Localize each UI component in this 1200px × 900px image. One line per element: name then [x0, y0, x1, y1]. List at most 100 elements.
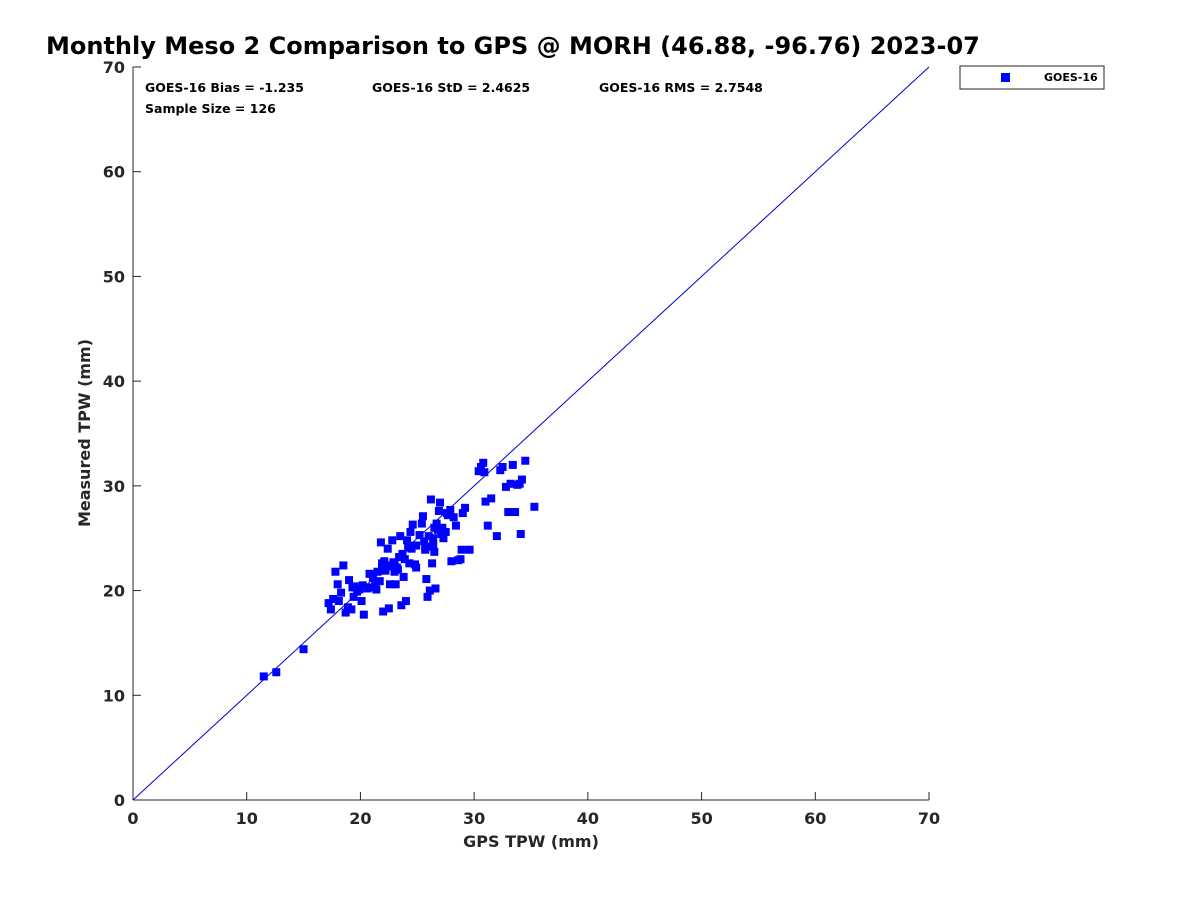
- legend: GOES-16: [959, 65, 1105, 90]
- data-point: [393, 565, 402, 574]
- data-point: [357, 597, 366, 606]
- data-point: [372, 585, 381, 594]
- data-point: [461, 503, 470, 512]
- y-tick-label: 50: [103, 267, 125, 286]
- data-point: [358, 581, 367, 590]
- y-tick-label: 40: [103, 372, 125, 391]
- data-point: [379, 607, 388, 616]
- data-point: [447, 557, 456, 566]
- data-point: [417, 519, 426, 528]
- data-point: [341, 608, 350, 617]
- data-point: [517, 475, 526, 484]
- data-point: [492, 532, 501, 541]
- stat-rms: GOES-16 RMS = 2.7548: [599, 80, 763, 95]
- x-axis-label: GPS TPW (mm): [463, 832, 599, 851]
- data-point: [299, 645, 308, 654]
- y-tick-label: 0: [114, 791, 125, 810]
- data-point: [331, 567, 340, 576]
- data-point: [422, 575, 431, 584]
- data-point: [415, 531, 424, 540]
- data-point: [390, 559, 399, 568]
- legend-entry-goes16: GOES-16: [1044, 71, 1098, 84]
- y-tick-label: 10: [103, 686, 125, 705]
- data-point: [516, 530, 525, 539]
- data-point: [426, 542, 435, 551]
- data-point: [436, 498, 445, 507]
- data-point: [412, 541, 421, 550]
- data-point: [481, 497, 490, 506]
- stat-bias: GOES-16 Bias = -1.235: [145, 80, 304, 95]
- data-point: [359, 610, 368, 619]
- data-point: [449, 513, 458, 522]
- data-point: [368, 574, 377, 583]
- data-point: [396, 532, 405, 541]
- stat-sample-size: Sample Size = 126: [145, 101, 276, 116]
- data-point: [425, 586, 434, 595]
- data-point: [399, 572, 408, 581]
- data-point: [259, 672, 268, 681]
- data-point: [382, 561, 391, 570]
- legend-box: [959, 65, 1105, 90]
- data-point: [451, 521, 460, 530]
- data-point: [420, 537, 429, 546]
- data-point: [483, 521, 492, 530]
- data-point: [439, 534, 448, 543]
- x-tick-label: 40: [577, 809, 599, 828]
- data-point: [337, 588, 346, 597]
- data-point: [421, 544, 430, 553]
- data-point: [391, 580, 400, 589]
- data-point: [329, 594, 338, 603]
- data-point: [381, 566, 390, 575]
- data-point: [487, 494, 496, 503]
- data-point: [530, 502, 539, 511]
- y-tick-label: 20: [103, 582, 125, 601]
- data-point: [371, 579, 380, 588]
- data-point: [432, 519, 441, 528]
- stat-std: GOES-16 StD = 2.4625: [372, 80, 530, 95]
- data-point: [326, 605, 335, 614]
- data-point: [442, 509, 451, 518]
- data-point: [474, 467, 483, 476]
- data-point: [378, 559, 387, 568]
- data-point: [412, 563, 421, 572]
- data-point: [508, 460, 517, 469]
- data-point: [438, 523, 447, 532]
- data-point: [349, 592, 358, 601]
- legend-marker: [1001, 73, 1010, 82]
- y-tick-label: 60: [103, 163, 125, 182]
- data-point: [384, 604, 393, 613]
- data-point: [400, 555, 409, 564]
- data-point: [398, 549, 407, 558]
- data-point: [345, 576, 354, 585]
- data-point: [364, 583, 373, 592]
- data-point: [383, 544, 392, 553]
- data-point: [511, 508, 520, 517]
- x-tick-label: 10: [236, 809, 258, 828]
- data-point: [498, 463, 507, 472]
- data-point: [272, 668, 281, 677]
- data-point: [521, 456, 530, 465]
- data-point: [397, 601, 406, 610]
- data-point: [457, 545, 466, 554]
- plot-area: 0 10 20 30 40 50 60 70 0 10 20 30 40 50 60 70: [103, 58, 940, 828]
- data-point: [434, 506, 443, 515]
- data-point: [479, 458, 488, 467]
- data-point: [504, 508, 513, 517]
- data-point: [480, 468, 489, 477]
- data-point: [376, 538, 385, 547]
- data-point: [375, 577, 384, 586]
- data-point: [431, 584, 440, 593]
- data-point: [333, 580, 342, 589]
- data-point: [401, 597, 410, 606]
- data-point: [465, 545, 474, 554]
- x-tick-label: 70: [918, 809, 940, 828]
- data-point: [324, 599, 333, 608]
- data-point: [437, 530, 446, 539]
- x-tick-label: 20: [349, 809, 371, 828]
- data-point: [506, 479, 515, 488]
- data-point: [388, 536, 397, 545]
- y-tick-label: 30: [103, 477, 125, 496]
- data-point: [426, 495, 435, 504]
- y-axis-label: Measured TPW (mm): [75, 339, 94, 527]
